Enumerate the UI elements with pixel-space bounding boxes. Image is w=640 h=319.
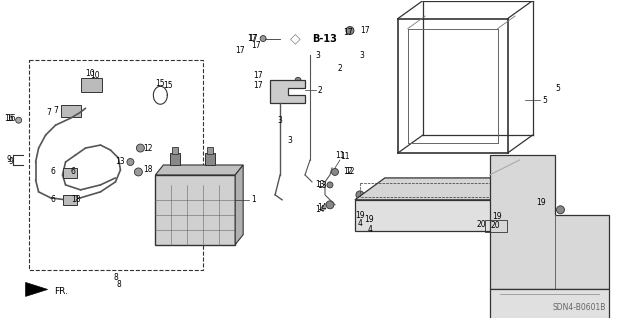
Text: 12: 12 — [345, 167, 355, 176]
Text: 10: 10 — [86, 69, 95, 78]
Circle shape — [295, 78, 301, 83]
Text: 12: 12 — [343, 167, 353, 176]
Text: 7: 7 — [53, 106, 58, 115]
Text: 17: 17 — [252, 41, 261, 50]
Polygon shape — [156, 165, 243, 175]
Bar — [172, 147, 179, 154]
Polygon shape — [235, 165, 243, 245]
Text: 17: 17 — [343, 28, 353, 37]
Text: 9: 9 — [6, 155, 11, 165]
Text: 6: 6 — [50, 195, 55, 204]
Text: 17: 17 — [253, 71, 263, 80]
Text: 14: 14 — [315, 205, 325, 214]
Text: 2: 2 — [317, 86, 323, 95]
Circle shape — [356, 191, 364, 199]
Bar — [490, 289, 609, 319]
Circle shape — [332, 168, 339, 175]
Text: 13: 13 — [116, 158, 125, 167]
Text: 11: 11 — [335, 151, 345, 160]
Bar — [156, 175, 235, 245]
Text: 13: 13 — [315, 180, 325, 189]
Circle shape — [127, 159, 134, 166]
Text: 5: 5 — [555, 84, 560, 93]
Bar — [207, 147, 213, 154]
Text: 17: 17 — [236, 46, 245, 55]
Circle shape — [260, 35, 266, 41]
Polygon shape — [26, 282, 47, 296]
Circle shape — [15, 117, 22, 123]
Text: 10: 10 — [91, 71, 100, 80]
Text: 19: 19 — [364, 215, 374, 224]
Text: 1: 1 — [251, 195, 255, 204]
Bar — [63, 168, 77, 178]
Bar — [484, 220, 507, 232]
Text: 18: 18 — [143, 166, 153, 174]
Text: 19: 19 — [536, 198, 545, 207]
Text: 17: 17 — [360, 26, 370, 35]
Bar — [81, 78, 102, 92]
Text: 8: 8 — [116, 280, 121, 289]
Circle shape — [326, 201, 334, 209]
Text: 18: 18 — [71, 195, 80, 204]
Bar — [29, 60, 204, 270]
Bar — [360, 183, 534, 197]
Text: 13: 13 — [317, 182, 327, 190]
Circle shape — [134, 168, 142, 176]
Text: 3: 3 — [360, 51, 364, 60]
Text: 15: 15 — [156, 79, 165, 88]
Text: 3: 3 — [316, 51, 321, 60]
Text: 4: 4 — [367, 225, 372, 234]
Text: 4: 4 — [358, 219, 362, 228]
Bar — [205, 153, 215, 165]
Circle shape — [136, 144, 145, 152]
Text: 16: 16 — [4, 114, 13, 123]
Text: FR.: FR. — [54, 287, 67, 296]
Text: 3: 3 — [287, 136, 292, 145]
Text: 15: 15 — [163, 81, 173, 90]
Text: 16: 16 — [6, 114, 15, 123]
Text: 6: 6 — [70, 167, 75, 176]
Text: 7: 7 — [46, 108, 51, 117]
Circle shape — [327, 182, 333, 188]
Text: 2: 2 — [337, 64, 342, 73]
Bar — [355, 200, 509, 231]
Bar — [61, 105, 81, 117]
Text: 9: 9 — [8, 158, 13, 167]
Polygon shape — [355, 178, 540, 200]
Text: 19: 19 — [355, 211, 365, 220]
Text: 12: 12 — [143, 144, 153, 152]
Text: ◇: ◇ — [290, 32, 300, 46]
Text: 17: 17 — [253, 81, 263, 90]
Polygon shape — [509, 178, 540, 231]
Text: B-13: B-13 — [312, 33, 337, 43]
Text: 14: 14 — [317, 203, 327, 212]
Text: 20: 20 — [477, 220, 486, 229]
Text: 19: 19 — [492, 212, 501, 221]
Text: 17: 17 — [248, 34, 258, 43]
Text: 3: 3 — [278, 116, 282, 125]
Text: 6: 6 — [50, 167, 55, 176]
Text: 5: 5 — [542, 96, 547, 105]
Polygon shape — [270, 80, 305, 103]
Polygon shape — [490, 155, 609, 289]
Text: 11: 11 — [340, 152, 349, 160]
Bar — [63, 195, 77, 205]
Bar — [170, 153, 180, 165]
Text: 20: 20 — [491, 221, 500, 230]
Text: SDN4-B0601B: SDN4-B0601B — [553, 303, 606, 312]
Circle shape — [557, 206, 564, 214]
Circle shape — [275, 85, 281, 91]
Text: 17: 17 — [247, 34, 257, 43]
Circle shape — [346, 26, 354, 34]
Text: 8: 8 — [113, 273, 118, 282]
